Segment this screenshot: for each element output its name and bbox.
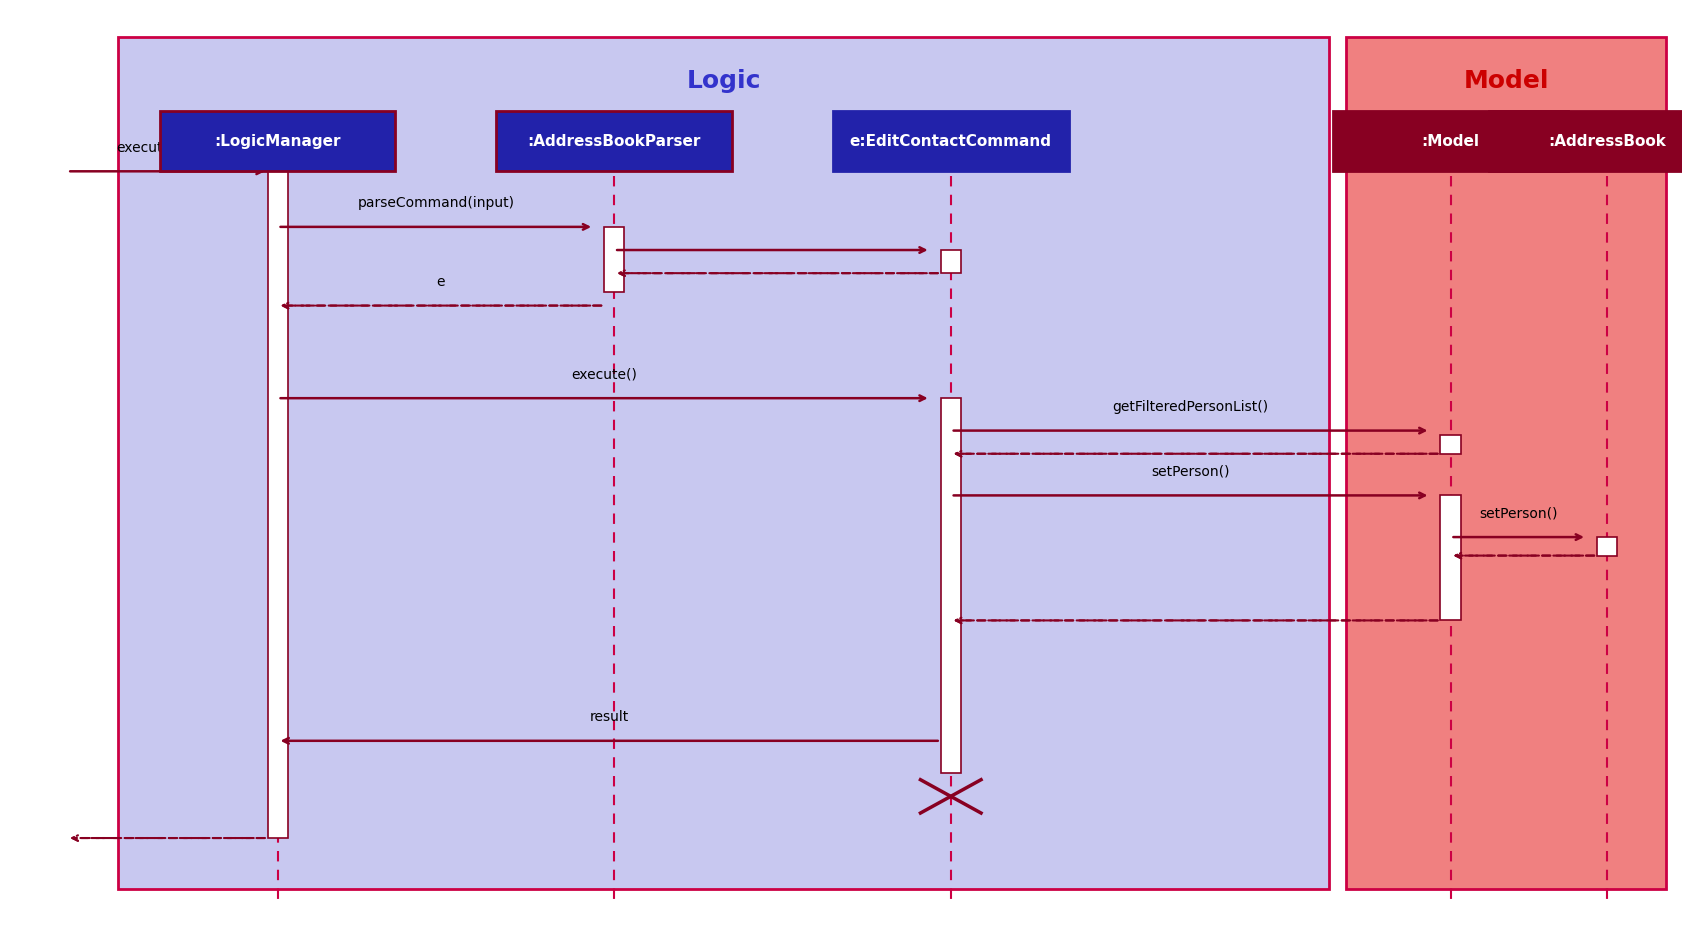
Text: :AddressBook: :AddressBook — [1547, 133, 1665, 149]
FancyBboxPatch shape — [833, 111, 1068, 171]
FancyBboxPatch shape — [1346, 37, 1665, 889]
Text: setPerson(): setPerson() — [1478, 507, 1558, 520]
Text: parseCommand(input): parseCommand(input) — [357, 196, 515, 210]
Bar — [1440, 435, 1460, 454]
FancyBboxPatch shape — [1332, 111, 1568, 171]
Text: execute(input): execute(input) — [116, 141, 219, 155]
Text: :Model: :Model — [1421, 133, 1478, 149]
Bar — [1440, 495, 1460, 620]
Text: setPerson(): setPerson() — [1150, 465, 1230, 479]
Text: Logic: Logic — [686, 69, 760, 94]
Text: :LogicManager: :LogicManager — [214, 133, 341, 149]
FancyBboxPatch shape — [160, 111, 395, 171]
Text: e: e — [436, 275, 444, 289]
Bar — [604, 227, 624, 292]
Text: getFilteredPersonList(): getFilteredPersonList() — [1112, 400, 1268, 414]
Text: execute(): execute() — [570, 368, 637, 382]
Text: Model: Model — [1462, 69, 1547, 94]
Bar — [940, 398, 960, 773]
FancyBboxPatch shape — [496, 111, 732, 171]
Text: :AddressBookParser: :AddressBookParser — [526, 133, 700, 149]
FancyBboxPatch shape — [1489, 111, 1682, 171]
Text: e:EditContactCommand: e:EditContactCommand — [849, 133, 1051, 149]
Bar — [267, 171, 288, 838]
Bar — [940, 250, 960, 273]
Text: result: result — [589, 710, 629, 724]
Bar — [1596, 537, 1616, 556]
FancyBboxPatch shape — [118, 37, 1329, 889]
